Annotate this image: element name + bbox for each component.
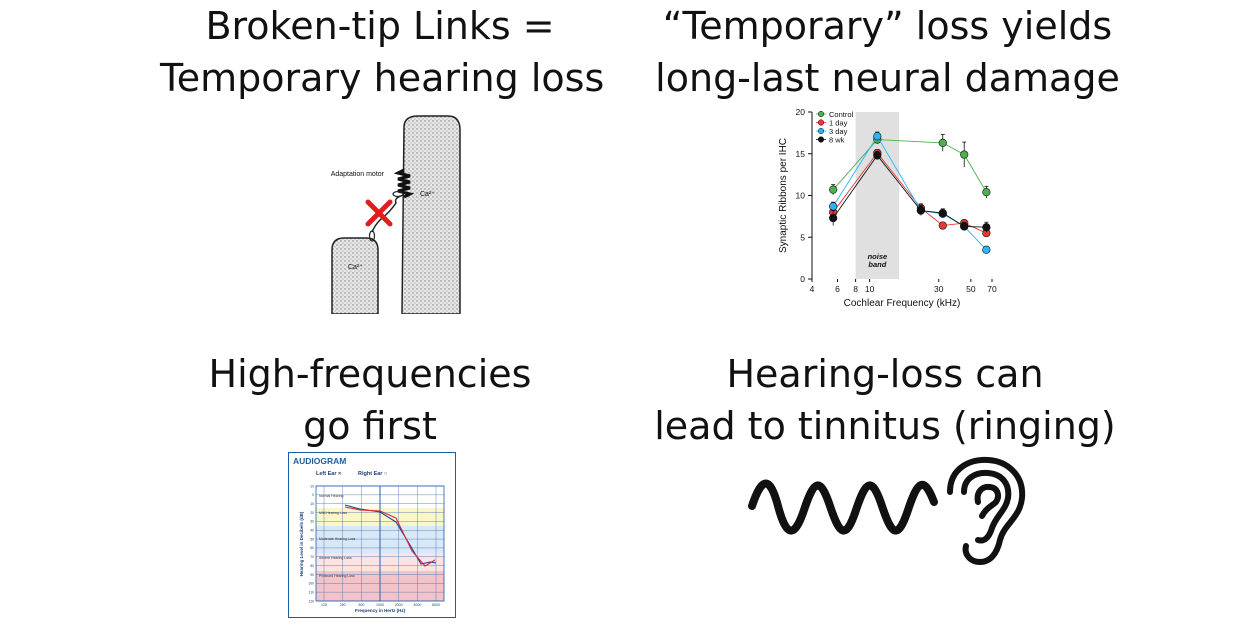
title-line: lead to tinnitus (ringing) bbox=[654, 404, 1116, 448]
y-tick-label: 20 bbox=[796, 107, 806, 117]
title-line: High-frequencies bbox=[208, 352, 532, 396]
audiogram-y-tick: 80 bbox=[310, 564, 314, 568]
data-point bbox=[829, 202, 838, 211]
y-tick-label: 5 bbox=[800, 232, 805, 242]
audiogram-x-tick: 8000 bbox=[432, 603, 440, 607]
x-tick-label: 8 bbox=[853, 284, 858, 294]
audiogram-x-label: Frequency in Hertz (Hz) bbox=[355, 608, 406, 613]
audiogram-y-label: Hearing Level in Decibels (dB) bbox=[299, 511, 304, 576]
band-label-normal: Normal Hearing bbox=[319, 494, 344, 498]
y-tick-label: 0 bbox=[800, 274, 805, 284]
audiogram-y-tick: 120 bbox=[308, 599, 314, 603]
data-point bbox=[960, 150, 969, 159]
x-tick-label: 4 bbox=[810, 284, 815, 294]
x-tick-label: 50 bbox=[966, 284, 976, 294]
legend-label: Control bbox=[829, 110, 854, 119]
audiogram-x-tick: 250 bbox=[340, 603, 346, 607]
legend-label: 1 day bbox=[829, 119, 848, 128]
audiogram-y-tick: -10 bbox=[309, 484, 314, 488]
band-label-profound: Profound Hearing Loss bbox=[319, 574, 355, 578]
data-point bbox=[960, 222, 969, 231]
legend-marker bbox=[817, 127, 825, 135]
legend-label: 8 wk bbox=[829, 136, 845, 145]
title-line: long-last neural damage bbox=[655, 56, 1120, 100]
data-point bbox=[916, 206, 926, 215]
band-label-moderate: Moderate Hearing Loss bbox=[319, 537, 356, 541]
audiogram-title: AUDIOGRAM bbox=[293, 456, 346, 466]
data-point bbox=[873, 132, 882, 141]
adaptation-motor-spring bbox=[393, 168, 415, 199]
band-label-mild: Mild Hearing Loss bbox=[319, 511, 347, 515]
y-axis-label: Synaptic Ribbons per IHC bbox=[778, 138, 789, 253]
audiogram-y-tick: 110 bbox=[309, 590, 315, 594]
audiogram-y-tick: 50 bbox=[310, 537, 314, 541]
tall-stereocilium bbox=[401, 115, 461, 314]
x-tick-label: 10 bbox=[865, 284, 875, 294]
audiogram-x-tick: 125 bbox=[321, 603, 327, 607]
audiogram-y-tick: 20 bbox=[310, 511, 314, 515]
legend-marker bbox=[817, 110, 825, 118]
title-broken-tip-links: Broken-tip Links = Temporary hearing los… bbox=[160, 0, 605, 104]
audiogram-y-tick: 40 bbox=[310, 529, 314, 533]
y-tick-label: 10 bbox=[796, 191, 806, 201]
legend-label: 3 day bbox=[829, 127, 848, 136]
sound-wave-icon bbox=[748, 479, 938, 535]
broken-link-x-icon bbox=[365, 199, 393, 227]
data-point bbox=[873, 151, 882, 160]
data-point bbox=[829, 185, 838, 194]
short-stereocilium bbox=[331, 237, 379, 314]
title-line: Hearing-loss can bbox=[726, 352, 1044, 396]
title-line: Temporary hearing loss bbox=[160, 56, 605, 100]
calcium-label-left: Ca²⁺ bbox=[348, 264, 363, 271]
audiogram-legend-right: Right Ear ○ bbox=[358, 471, 387, 477]
noise-band-label: noise bbox=[868, 252, 888, 261]
adaptation-motor-label: Adaptation motor bbox=[331, 171, 385, 178]
audiogram-y-tick: 70 bbox=[310, 555, 314, 559]
data-point bbox=[982, 188, 991, 197]
data-point bbox=[982, 245, 991, 254]
audiogram-x-tick: 1000 bbox=[376, 603, 384, 607]
audiogram-x-tick: 2000 bbox=[395, 603, 403, 607]
audiogram-x-tick: 500 bbox=[358, 603, 364, 607]
title-line: Broken-tip Links = bbox=[205, 4, 555, 48]
x-tick-label: 70 bbox=[987, 284, 997, 294]
title-temporary-loss: “Temporary” loss yields long-last neural… bbox=[650, 0, 1125, 104]
title-line: go first bbox=[303, 404, 437, 448]
y-tick-label: 15 bbox=[796, 149, 806, 159]
audiogram: AUDIOGRAM Left Ear × Right Ear ○ Normal … bbox=[288, 452, 456, 618]
data-point bbox=[938, 208, 947, 218]
right-ear-curve bbox=[344, 506, 436, 567]
x-axis-label: Cochlear Frequency (kHz) bbox=[844, 298, 961, 309]
ear-icon bbox=[947, 456, 1026, 565]
x-tick-label: 6 bbox=[835, 284, 840, 294]
audiogram-legend-left: Left Ear × bbox=[316, 471, 341, 477]
audiogram-y-tick: 30 bbox=[310, 520, 314, 524]
audiogram-y-tick: 10 bbox=[310, 502, 314, 506]
stereocilia-figure: Adaptation motor Ca²⁺ Ca²⁺ bbox=[331, 115, 461, 314]
audiogram-y-tick: 100 bbox=[308, 582, 314, 586]
data-point bbox=[938, 221, 947, 230]
title-high-frequencies: High-frequencies go first bbox=[160, 348, 580, 452]
calcium-label-right: Ca²⁺ bbox=[420, 191, 435, 198]
legend-marker bbox=[817, 136, 825, 143]
data-point bbox=[938, 138, 947, 147]
x-tick-label: 30 bbox=[934, 284, 944, 294]
audiogram-x-tick: 4000 bbox=[413, 603, 421, 607]
legend-marker bbox=[817, 119, 825, 126]
audiogram-y-tick: 90 bbox=[310, 573, 314, 577]
audiogram-y-tick: 0 bbox=[312, 493, 314, 497]
title-tinnitus: Hearing-loss can lead to tinnitus (ringi… bbox=[650, 348, 1120, 452]
noise-band-label: band bbox=[868, 260, 886, 269]
data-point bbox=[829, 213, 838, 223]
band-label-severe: Severe Hearing Loss bbox=[319, 556, 352, 560]
audiogram-y-tick: 60 bbox=[310, 546, 314, 550]
tip-link bbox=[371, 195, 402, 233]
title-line: “Temporary” loss yields bbox=[662, 4, 1113, 48]
data-point bbox=[982, 223, 991, 232]
